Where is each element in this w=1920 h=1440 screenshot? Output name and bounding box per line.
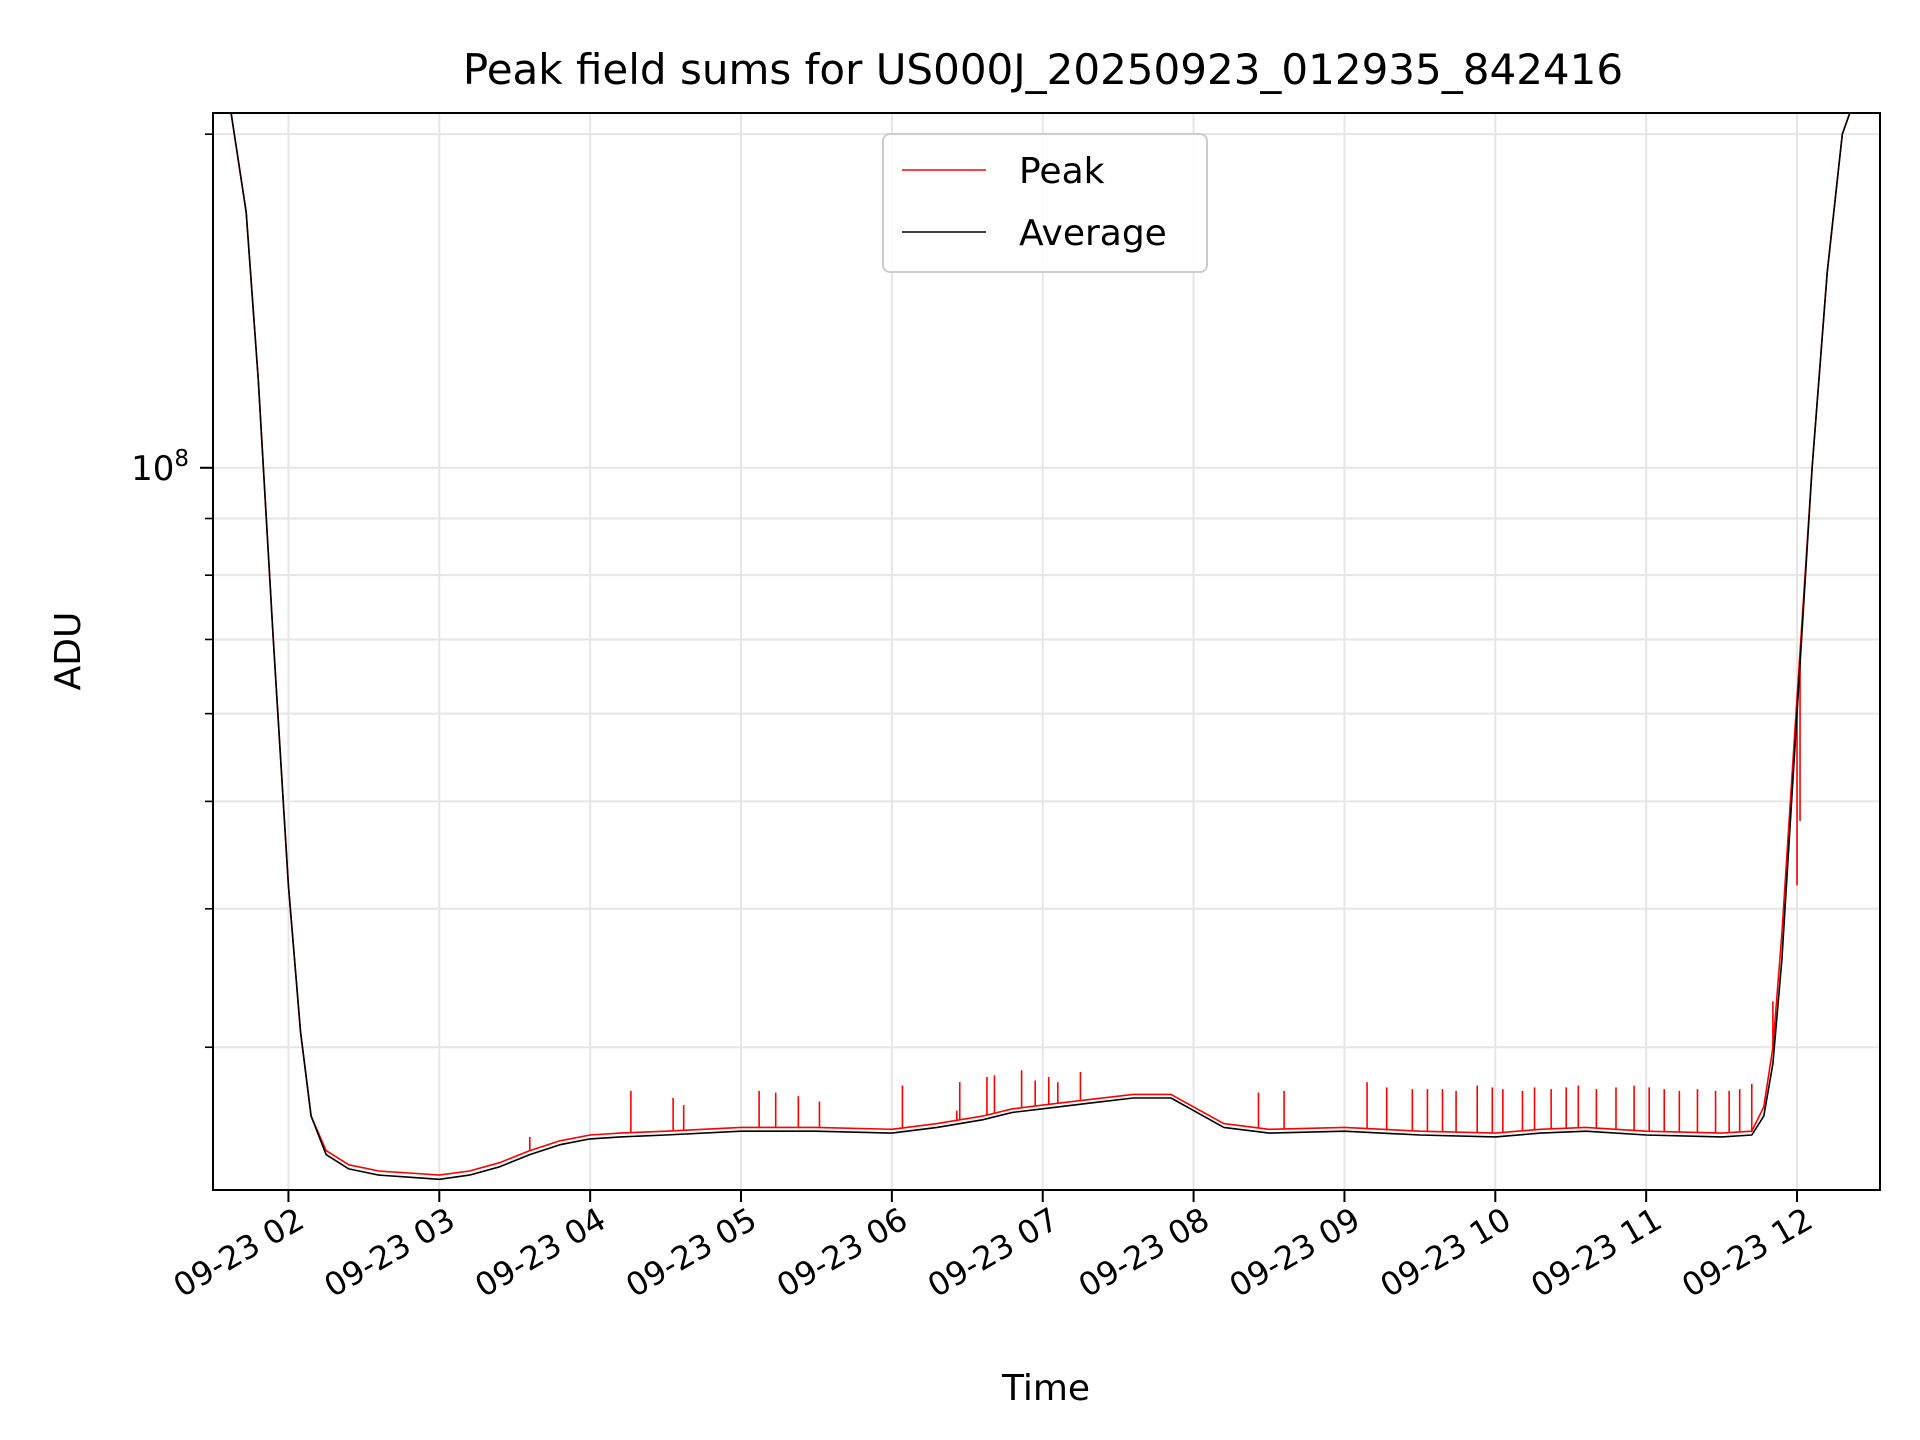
- x-axis-label: Time: [1001, 1368, 1090, 1409]
- series-line-peak: [213, 113, 1880, 1176]
- grid: [213, 113, 1880, 1190]
- y-tick-labels: 108: [131, 446, 189, 489]
- plot-frame: [212, 112, 1881, 1191]
- y-axis-label: ADU: [48, 612, 89, 691]
- legend-box: [882, 133, 1208, 273]
- legend-label-average: Average: [1019, 213, 1167, 254]
- y-tick-label: 108: [131, 446, 189, 489]
- plot-area: [213, 113, 1880, 1181]
- axis-ticks: [200, 133, 1799, 1202]
- plot-lines: [213, 113, 1880, 1181]
- chart-title: Peak field sums for US000J_20250923_0129…: [463, 45, 1623, 94]
- series-line-average: [213, 113, 1880, 1181]
- legend: Peak Average: [882, 133, 1208, 273]
- legend-label-peak: Peak: [1019, 151, 1105, 192]
